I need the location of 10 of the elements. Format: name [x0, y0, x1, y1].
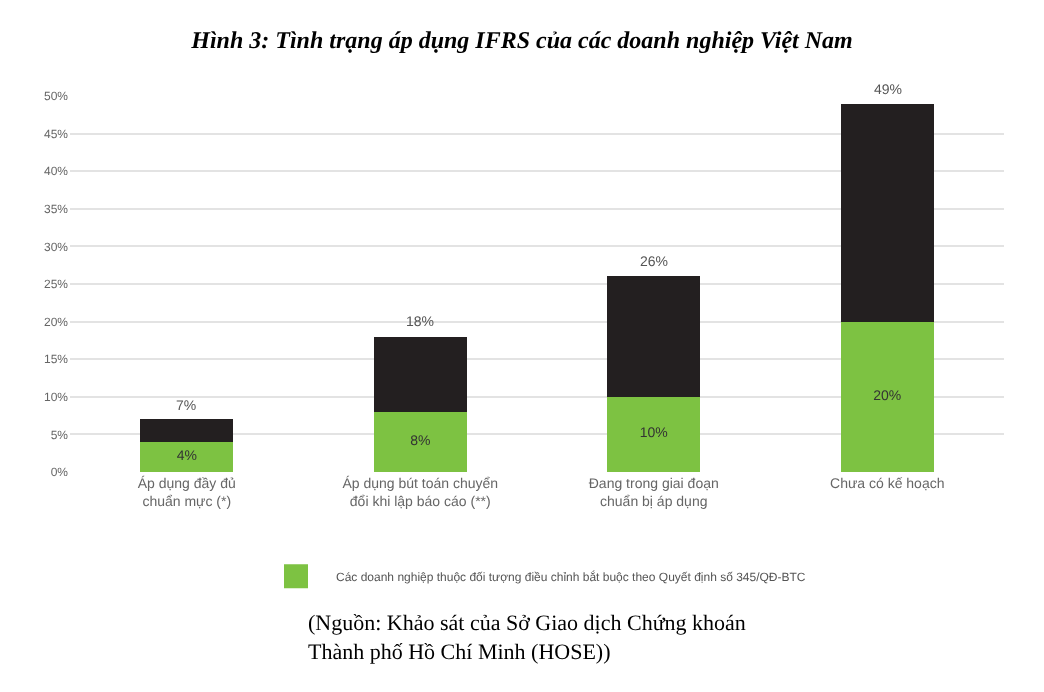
bar: [140, 441, 234, 472]
text: (Nguồn: Khảo sát của Sở Giao dịch Chứng khoán Thành phố Hồ Chí Minh (HOSE)): [308, 612, 747, 665]
bar: [140, 419, 234, 442]
bar: [840, 103, 934, 322]
bar: [840, 321, 934, 472]
bar: [607, 396, 701, 472]
bar: [373, 411, 467, 472]
bar: [373, 336, 467, 412]
bar: [607, 276, 701, 397]
chart-title: Hình 3: Tình trạng áp dụng IFRS của các doanh nghiệp Việt Nam: [189, 25, 853, 54]
